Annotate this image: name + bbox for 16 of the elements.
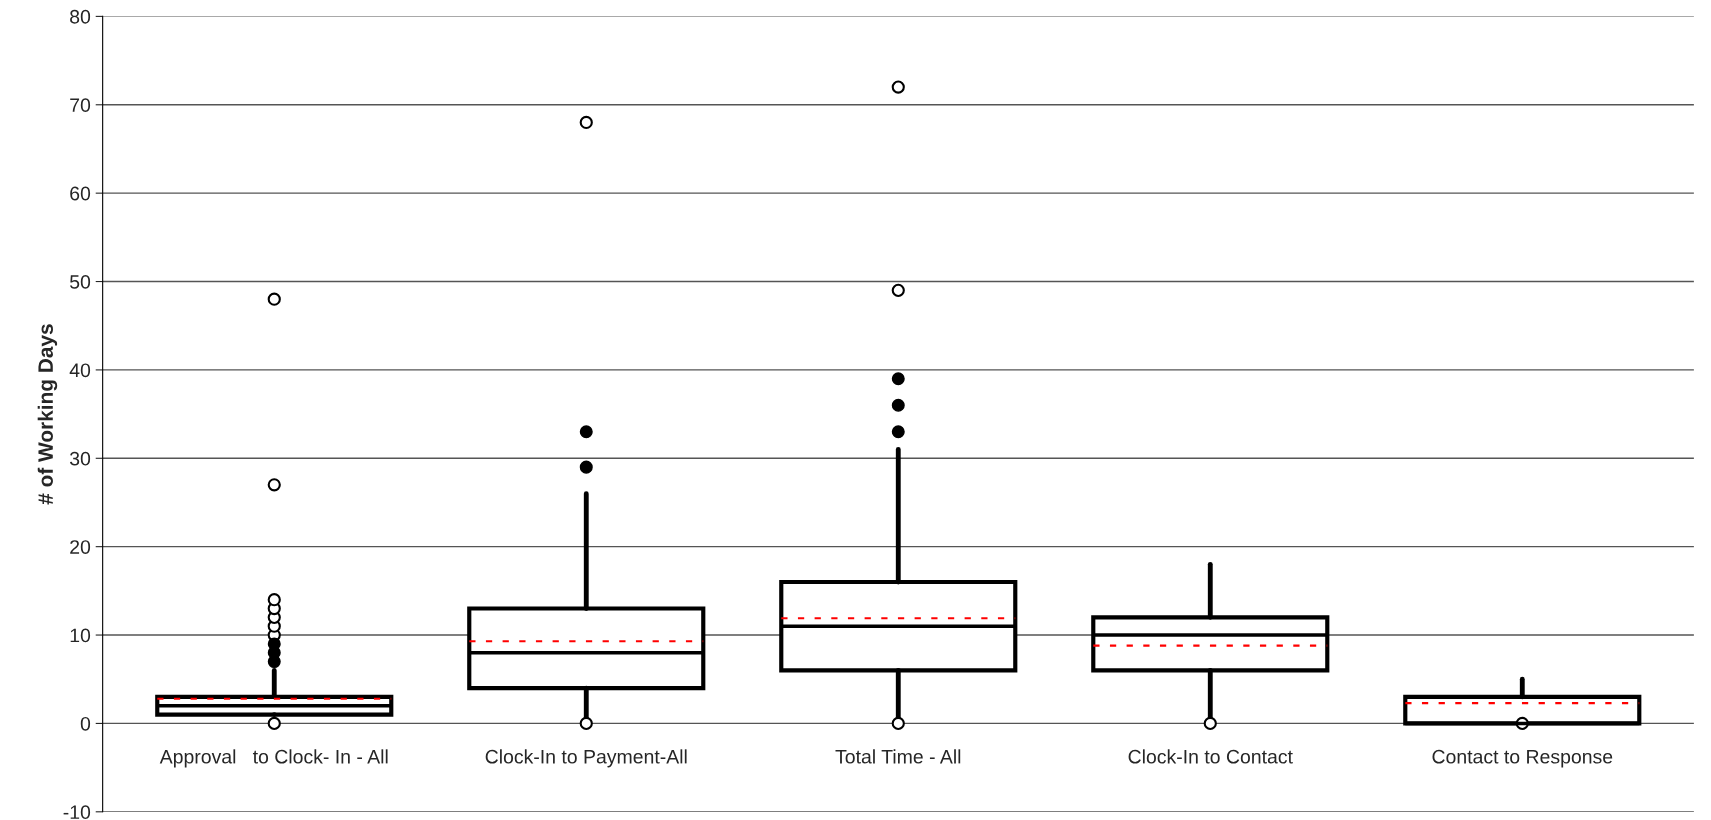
y-tick-label: 20 xyxy=(70,540,91,554)
x-tick-label: Approval to Clock- In - All xyxy=(159,749,388,768)
x-tick-label: Clock-In to Payment-All xyxy=(485,749,687,768)
y-tick-label: 10 xyxy=(70,628,91,643)
x-tick-label: Total Time - All xyxy=(835,749,961,764)
y-tick-label: 0 xyxy=(80,716,91,731)
x-tick-label: Contact to Response xyxy=(1432,749,1613,768)
y-tick-label: 80 xyxy=(70,9,91,24)
y-tick-label: 50 xyxy=(70,275,91,289)
y-tick-label: -10 xyxy=(63,805,91,820)
y-tick-label: 70 xyxy=(70,98,91,113)
y-axis-title: # of Working Days xyxy=(37,324,58,505)
y-tick-label: 60 xyxy=(70,186,91,201)
x-tick-label: Clock-In to Contact xyxy=(1128,749,1293,764)
y-tick-label: 30 xyxy=(69,451,91,466)
y-tick-label: 40 xyxy=(69,363,91,378)
